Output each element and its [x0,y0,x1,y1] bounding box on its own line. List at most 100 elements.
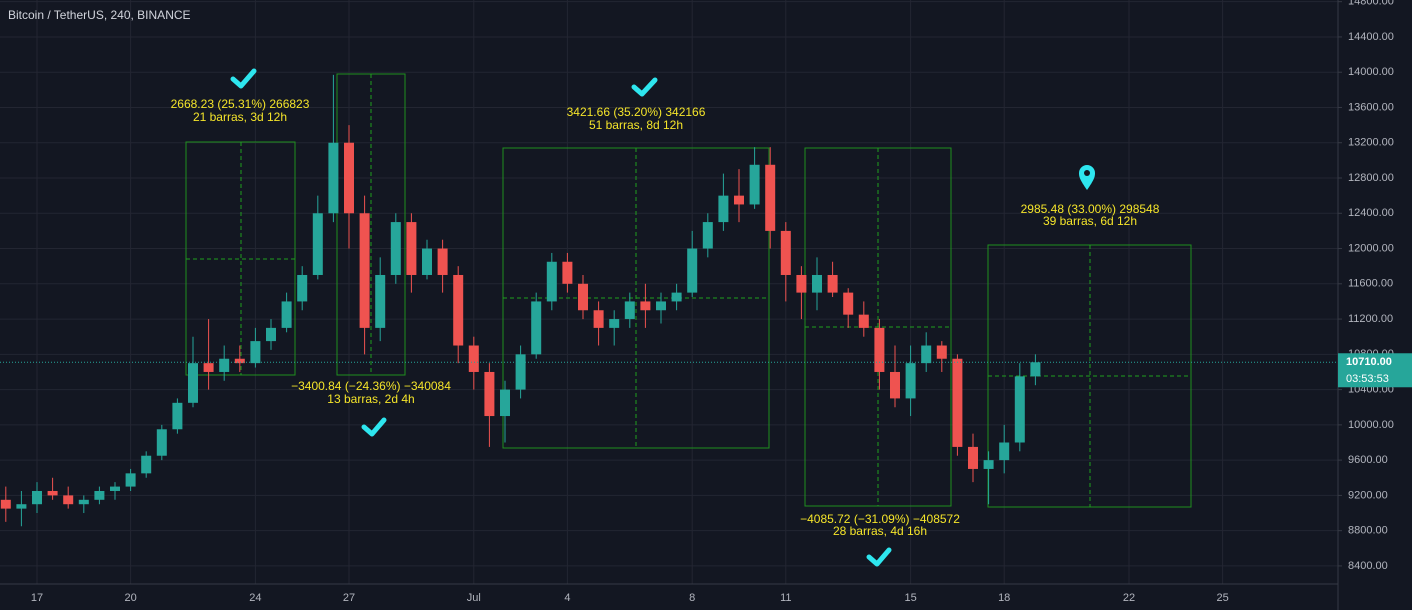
candle-body [905,363,916,399]
last-price-box [1338,353,1412,388]
y-tick-label: 8400.00 [1348,560,1388,572]
candle-body [921,345,932,364]
y-tick-label: 9600.00 [1348,454,1388,466]
candle-body [16,504,27,509]
annotation: 2985.48 (33.00%) 298548 [1021,202,1160,216]
candle-body [687,248,698,293]
y-tick-label: 11200.00 [1348,313,1393,325]
candle-body [453,274,464,346]
last-price-label: 10710.00 [1346,356,1392,368]
candle-body [531,301,542,355]
candle-body [500,389,510,417]
candle-body [344,142,354,214]
check-icon [361,417,387,437]
candle-body [359,213,370,328]
candle-body [578,283,588,311]
x-tick-label: 11 [780,592,791,604]
annotation: 13 barras, 2d 4h [327,392,414,406]
check-icon [631,77,658,97]
candle-body [110,486,120,491]
candle-body [47,490,58,496]
candle-body [718,195,729,223]
candle-body [640,301,651,311]
candle-body [94,490,105,500]
candle-body [874,327,885,372]
candle-body [250,341,261,364]
candle-body [624,301,635,320]
check-icon [866,547,892,567]
candle-body [328,142,339,214]
candle-body [749,164,760,205]
candle-body [266,327,276,342]
candle-body [219,358,230,372]
annotation: 3421.66 (35.20%) 342166 [567,105,706,119]
candle-body [156,429,167,456]
x-tick-label: 17 [31,592,43,604]
candle-body [390,222,401,275]
candle-body [546,261,557,302]
x-tick-label: 15 [904,592,916,604]
measure-tools [185,73,1192,508]
candle-body [375,274,386,328]
x-tick-label: 4 [564,592,570,604]
candle-body [936,345,947,359]
candle-body [172,402,183,430]
candle-body [234,358,245,364]
pin-icon [1079,165,1095,190]
candle-body [1030,362,1041,377]
candle-body [827,274,838,293]
candle-body [484,371,495,417]
candle-body [671,292,682,302]
annotation: 39 barras, 6d 12h [1043,214,1137,228]
y-tick-label: 12800.00 [1348,172,1394,184]
candles [0,74,1041,527]
annotation: 2668.23 (25.31%) 266823 [171,97,310,111]
candle-body [406,222,417,275]
x-tick-label: 24 [249,592,261,604]
candle-body [609,319,620,328]
candle-body [78,499,89,505]
candle-body [968,446,978,469]
candle-body [796,274,807,293]
y-tick-label: 9200.00 [1348,489,1388,501]
y-tick-label: 14000.00 [1348,66,1394,78]
candle-body [32,490,42,505]
candle-body [468,345,479,372]
annotation: 21 barras, 3d 12h [193,110,287,124]
candle-body [437,248,448,275]
candle-body [562,261,573,284]
candle-body [1014,376,1025,443]
x-tick-label: 20 [124,592,136,604]
candle-body [952,358,963,447]
candle-body [188,363,198,403]
candle-body [999,442,1010,461]
candle-body [983,460,994,469]
y-tick-label: 14400.00 [1348,31,1394,43]
annotation: 28 barras, 4d 16h [833,524,927,538]
candle-body [702,222,713,249]
x-tick-label: 27 [343,592,355,604]
symbol-header: Bitcoin / TetherUS, 240, BINANCE [8,8,191,22]
candle-body [515,354,526,390]
countdown-label: 03:53:53 [1346,373,1389,385]
candle-body [125,473,136,487]
candle-body [141,455,152,474]
candle-body [656,301,666,311]
y-tick-label: 13200.00 [1348,137,1394,149]
candle-body [297,274,308,302]
annotation: 51 barras, 8d 12h [589,118,683,132]
y-tick-label: 8800.00 [1348,525,1388,537]
y-tick-label: 13600.00 [1348,101,1394,113]
y-tick-label: 11600.00 [1348,278,1393,290]
y-tick-label: 12000.00 [1348,242,1394,254]
y-tick-label: 12400.00 [1348,207,1394,219]
candle-body [890,371,900,399]
y-tick-label: 14800.00 [1348,0,1394,8]
pin-hole [1084,170,1090,176]
candle-body [593,310,604,328]
candle-body [203,363,214,372]
y-tick-label: 10000.00 [1348,419,1394,431]
x-tick-label: 22 [1123,592,1135,604]
candle-body [812,274,822,293]
